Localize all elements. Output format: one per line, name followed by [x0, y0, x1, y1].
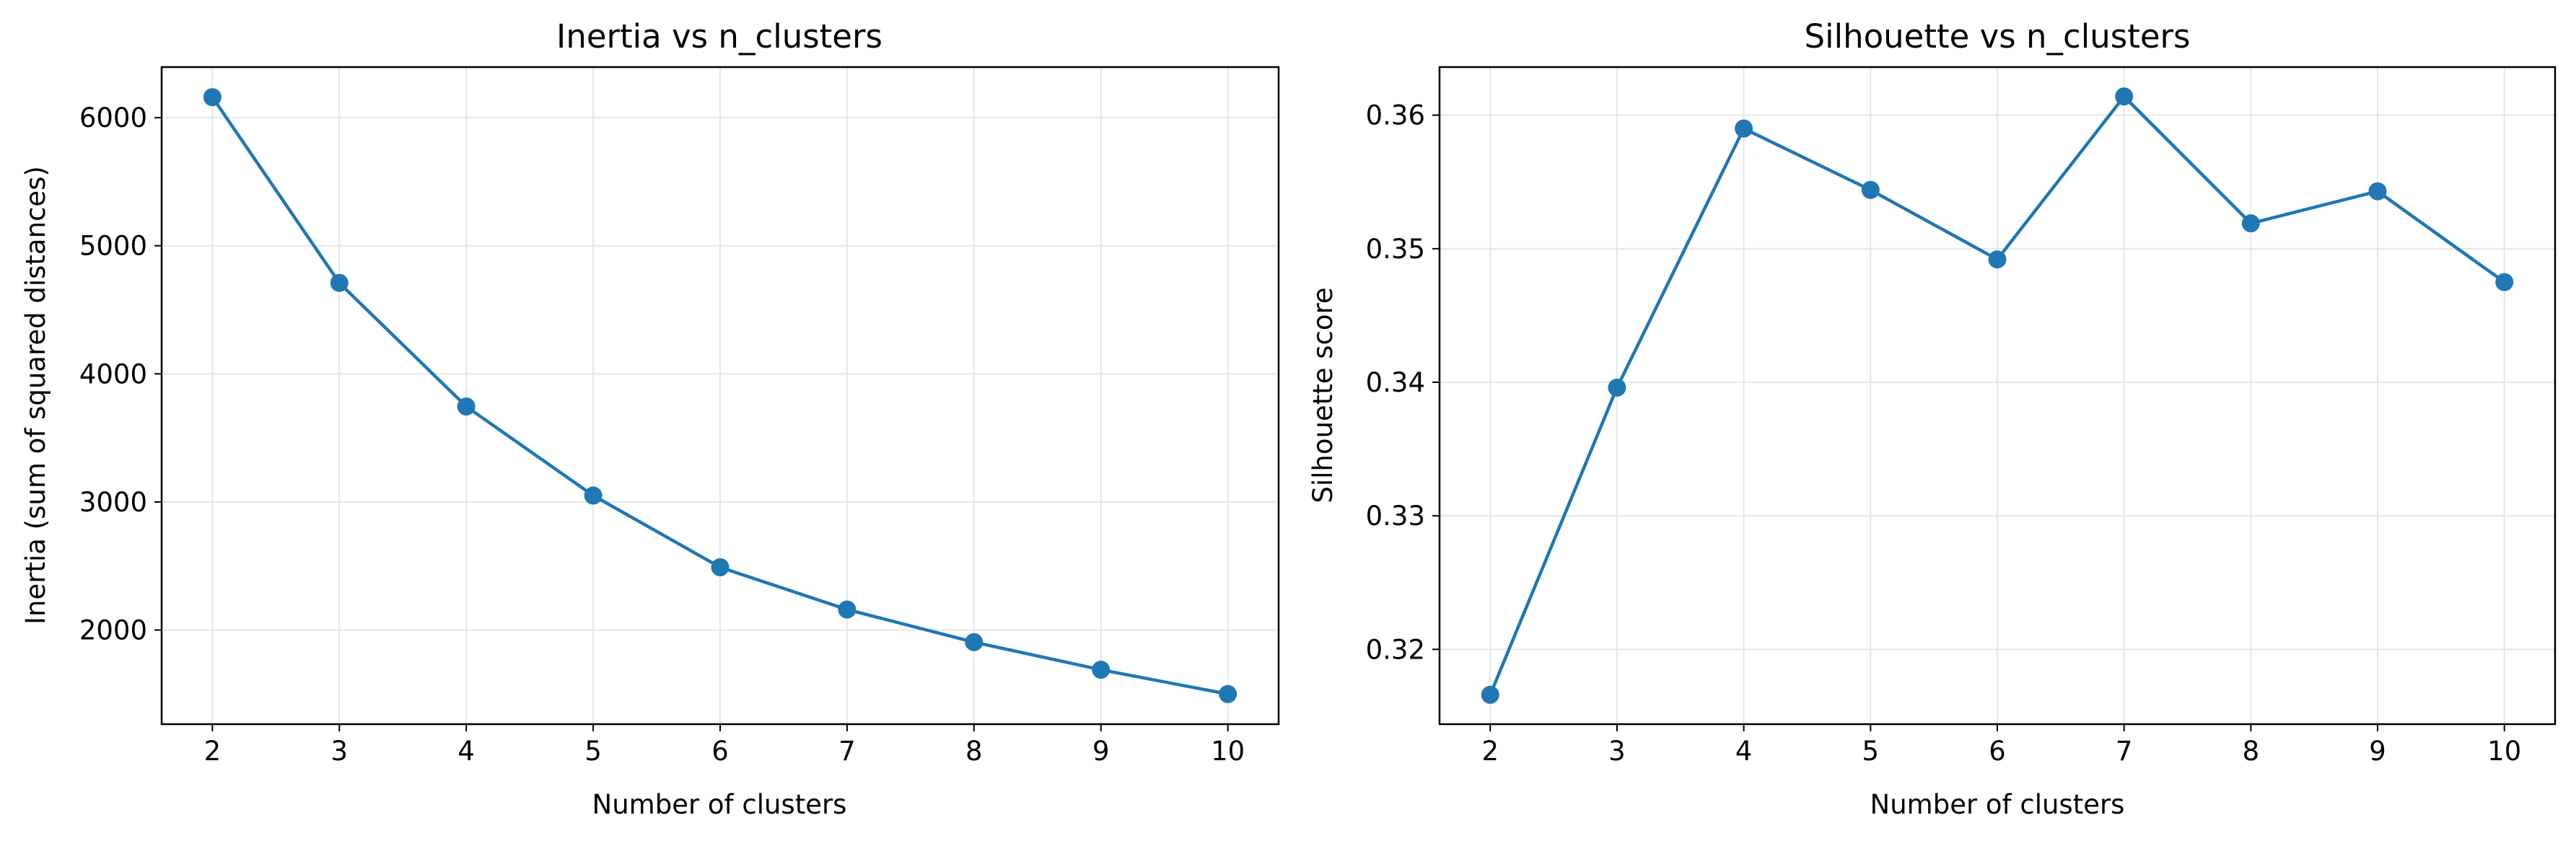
inertia-y-tick-label: 6000	[79, 102, 147, 133]
inertia-data-point	[203, 88, 222, 107]
inertia-data-point	[965, 633, 983, 651]
silhouette-y-tick-label: 0.35	[1366, 234, 1425, 265]
inertia-data-point	[711, 558, 730, 576]
silhouette-x-tick-label: 2	[1481, 736, 1499, 767]
silhouette-x-tick-label: 6	[1989, 736, 2006, 767]
silhouette-x-tick-label: 8	[2243, 736, 2260, 767]
silhouette-x-tick-label: 10	[2487, 736, 2521, 767]
inertia-data-point	[838, 600, 857, 619]
silhouette-y-tick-label: 0.36	[1366, 100, 1425, 131]
silhouette-data-point	[1861, 180, 1880, 199]
inertia-x-tick-label: 10	[1211, 736, 1245, 767]
silhouette-x-axis-label: Number of clusters	[1870, 789, 2125, 820]
inertia-x-tick-label: 4	[457, 736, 475, 767]
silhouette-data-point	[2115, 87, 2134, 106]
inertia-x-tick-label: 7	[838, 736, 856, 767]
silhouette-x-tick-label: 7	[2116, 736, 2133, 767]
inertia-x-tick-label: 6	[711, 736, 729, 767]
silhouette-data-point	[2368, 182, 2387, 201]
inertia-y-axis-label: Inertia (sum of squared distances)	[20, 166, 51, 625]
silhouette-y-tick-label: 0.33	[1366, 501, 1425, 532]
inertia-data-point	[457, 397, 476, 416]
inertia-chart: Inertia vs n_clusters 2 3 4 5 6 7 8 9 10 2000 3000…	[20, 17, 1280, 820]
silhouette-series	[1481, 87, 2514, 704]
inertia-y-tick-label: 3000	[79, 487, 147, 518]
silhouette-chart: Silhouette vs n_clusters 2 3 4 5 6 7 8 9 10 0.32 0…	[1307, 17, 2557, 820]
inertia-data-point	[330, 273, 349, 292]
inertia-y-tick-label: 2000	[79, 615, 147, 646]
silhouette-data-point	[1735, 119, 1753, 138]
silhouette-data-point	[1608, 378, 1626, 397]
silhouette-chart-title: Silhouette vs n_clusters	[1805, 17, 2191, 56]
silhouette-y-tick-label: 0.32	[1366, 634, 1425, 665]
silhouette-y-axis-label: Silhouette score	[1307, 287, 1339, 503]
silhouette-ticks: 2 3 4 5 6 7 8 9 10 0.32 0.33 0.34 0.35 0.36	[1366, 100, 2522, 767]
inertia-series	[203, 88, 1237, 703]
silhouette-data-point	[1988, 250, 2007, 269]
inertia-x-tick-label: 3	[330, 736, 348, 767]
silhouette-data-point	[2495, 273, 2514, 291]
inertia-x-axis-label: Number of clusters	[592, 789, 847, 820]
inertia-x-tick-label: 5	[584, 736, 602, 767]
silhouette-x-tick-label: 4	[1735, 736, 1753, 767]
inertia-data-point	[584, 486, 603, 505]
inertia-data-point	[1092, 661, 1110, 679]
silhouette-data-point	[2241, 214, 2260, 233]
silhouette-data-point	[1481, 685, 1499, 704]
inertia-grid	[162, 67, 1279, 724]
inertia-y-tick-label: 5000	[79, 231, 147, 262]
inertia-x-tick-label: 2	[204, 736, 222, 767]
inertia-data-point	[1219, 684, 1237, 703]
inertia-x-tick-label: 8	[965, 736, 983, 767]
silhouette-x-tick-label: 9	[2369, 736, 2386, 767]
silhouette-y-tick-label: 0.34	[1366, 367, 1425, 398]
inertia-chart-title: Inertia vs n_clusters	[556, 17, 882, 56]
inertia-y-tick-label: 4000	[79, 358, 147, 389]
silhouette-grid	[1440, 67, 2555, 724]
inertia-x-tick-label: 9	[1092, 736, 1110, 767]
silhouette-x-tick-label: 3	[1608, 736, 1626, 767]
silhouette-x-tick-label: 5	[1862, 736, 1880, 767]
inertia-ticks: 2 3 4 5 6 7 8 9 10 2000 3000 4000 5000 6000	[79, 102, 1245, 767]
